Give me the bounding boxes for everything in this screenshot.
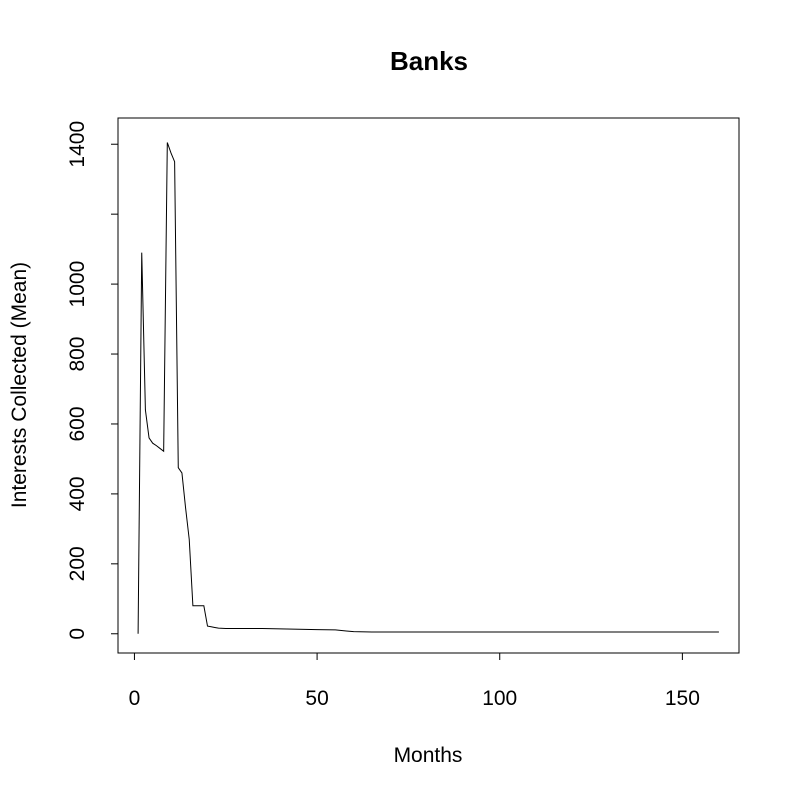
x-tick-label: 50	[305, 687, 328, 710]
x-tick-label: 100	[482, 687, 517, 710]
chart-title: Banks	[390, 46, 468, 76]
y-tick-label: 1400	[66, 121, 89, 168]
series-line	[137, 142, 719, 634]
x-axis-label: Months	[394, 744, 463, 767]
y-tick-label: 0	[66, 628, 89, 640]
y-tick-label: 600	[66, 406, 89, 441]
y-tick-label: 1000	[66, 261, 89, 308]
y-tick-label: 400	[66, 476, 89, 511]
x-tick-label: 150	[665, 687, 700, 710]
plot-area-border	[117, 117, 740, 654]
x-tick-label: 0	[129, 687, 141, 710]
y-tick-label: 800	[66, 337, 89, 372]
x-axis: 0 50 100 150	[129, 652, 700, 710]
y-tick-label: 200	[66, 546, 89, 581]
y-axis-label: Interests Collected (Mean)	[8, 262, 31, 508]
y-axis: 0 200 400 600 800 1000 1400	[66, 121, 119, 640]
